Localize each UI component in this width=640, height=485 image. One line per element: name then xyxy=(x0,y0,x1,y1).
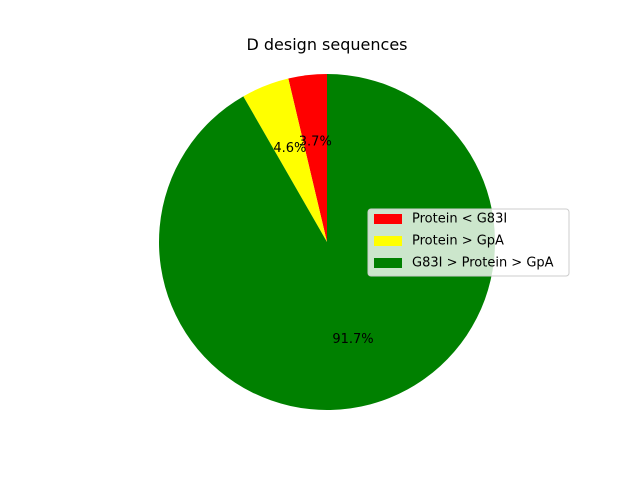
pie-percent-label-3: 91.7% xyxy=(332,332,373,347)
pie-slice-1 xyxy=(288,74,327,242)
pie-slices xyxy=(159,74,496,411)
pie-slice-2 xyxy=(243,78,327,243)
pie-percent-labels: 3.7%4.6% 91.7% xyxy=(273,134,373,347)
pie-percent-label-2: 4.6% xyxy=(273,141,306,156)
pie-slice-3 xyxy=(159,74,496,411)
chart-title: D design sequences xyxy=(246,35,407,54)
legend-frame xyxy=(367,208,570,277)
legend-swatch-3 xyxy=(374,258,402,268)
legend-entries: Protein < G83I Protein > GpA G83I > Protei… xyxy=(374,212,554,271)
legend-label-3: G83I > Protein > GpA xyxy=(412,256,554,271)
legend-label-1: Protein < G83I xyxy=(412,212,507,227)
legend-swatch-1 xyxy=(374,214,402,224)
legend-label-2: Protein > GpA xyxy=(412,234,504,249)
legend: Protein < G83I Protein > GpA G83I > Protei… xyxy=(367,208,570,277)
legend-swatch-2 xyxy=(374,236,402,246)
pie-percent-label-1: 3.7% xyxy=(299,134,332,149)
